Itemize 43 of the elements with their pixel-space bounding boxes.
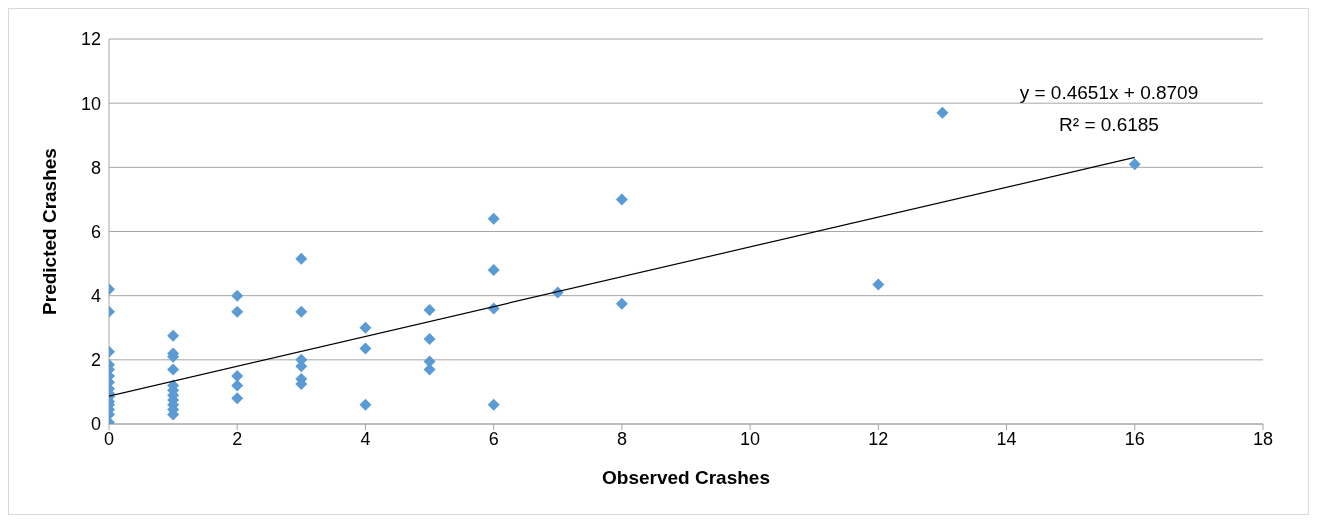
point bbox=[167, 363, 180, 376]
point bbox=[231, 305, 244, 318]
annotation: R² = 0.6185 bbox=[1059, 114, 1159, 135]
y-tick-label: 6 bbox=[90, 221, 101, 242]
point bbox=[423, 332, 436, 345]
y-tick-label: 4 bbox=[90, 286, 101, 307]
point bbox=[487, 398, 500, 411]
y-tick-label: 2 bbox=[90, 350, 101, 371]
point bbox=[1128, 158, 1141, 171]
point bbox=[295, 305, 308, 318]
x-tick-label: 2 bbox=[232, 428, 243, 449]
point bbox=[423, 304, 436, 317]
x-tick-label: 18 bbox=[1252, 428, 1274, 449]
x-axis-title: Observed Crashes bbox=[602, 467, 770, 488]
y-tick-label: 8 bbox=[90, 157, 101, 178]
y-tick-label: 12 bbox=[80, 29, 101, 50]
point bbox=[295, 252, 308, 265]
point bbox=[231, 392, 244, 405]
y-tick-label: 0 bbox=[90, 414, 101, 435]
point bbox=[359, 321, 372, 334]
point bbox=[167, 329, 180, 342]
x-tick-label: 10 bbox=[740, 428, 761, 449]
point bbox=[231, 369, 244, 382]
point bbox=[615, 297, 628, 310]
x-tick-label: 6 bbox=[488, 428, 499, 449]
point bbox=[615, 193, 628, 206]
point bbox=[487, 264, 500, 276]
point bbox=[231, 289, 244, 302]
x-tick-label: 8 bbox=[616, 428, 627, 449]
point bbox=[359, 398, 372, 411]
point bbox=[231, 379, 244, 392]
x-tick-label: 0 bbox=[103, 428, 115, 449]
point bbox=[936, 106, 949, 119]
annotation: y = 0.4651x + 0.8709 bbox=[1019, 82, 1199, 103]
point bbox=[487, 212, 500, 225]
x-tick-label: 4 bbox=[360, 428, 371, 449]
x-tick-label: 16 bbox=[1124, 428, 1145, 449]
point bbox=[359, 342, 372, 355]
y-tick-label: 10 bbox=[80, 93, 101, 114]
x-tick-label: 12 bbox=[868, 428, 889, 449]
point bbox=[872, 278, 885, 291]
y-axis-title: Predicted Crashes bbox=[38, 148, 60, 315]
x-tick-label: 14 bbox=[996, 428, 1017, 449]
